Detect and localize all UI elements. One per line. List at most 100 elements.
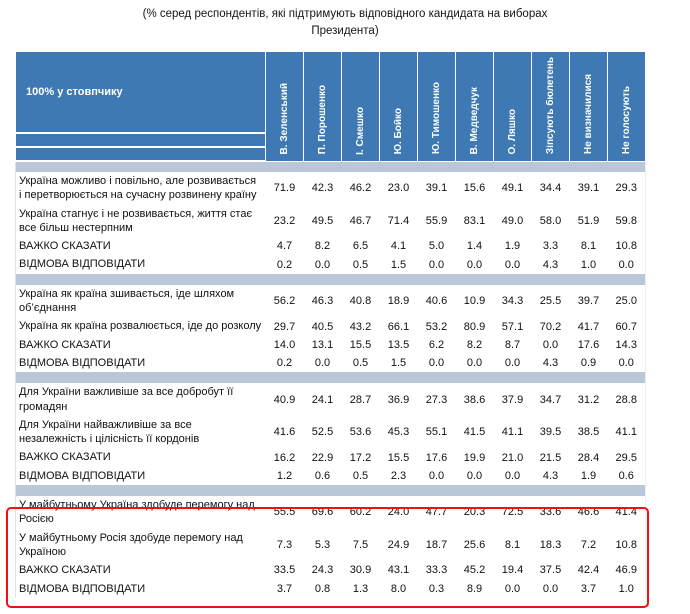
cell-value: 34.7 xyxy=(539,393,562,406)
cell-value: 8.7 xyxy=(504,338,521,351)
cell-value: 6.2 xyxy=(428,338,445,351)
cell-value: 0.5 xyxy=(352,258,369,271)
cell-value: 1.4 xyxy=(466,240,483,253)
cell-value: 40.8 xyxy=(349,295,372,308)
column-header-label: П. Порошенко xyxy=(317,85,328,155)
cell-value: 21.0 xyxy=(501,451,524,464)
cell-value: 6.5 xyxy=(352,240,369,253)
cell-value: 13.1 xyxy=(311,338,334,351)
column-header: Не визначилися xyxy=(569,50,608,162)
column-header-label: О. Ляшко xyxy=(507,108,518,155)
cell-value: 5.3 xyxy=(314,538,331,551)
cell-value: 45.2 xyxy=(463,564,486,577)
cell-value: 3.7 xyxy=(580,582,597,595)
table-row: Україна як країна розвалюється, іде до р… xyxy=(16,317,646,335)
cell-value: 41.4 xyxy=(615,506,637,519)
cell-value: 3.7 xyxy=(276,582,293,595)
cell-value: 23.0 xyxy=(387,182,410,195)
cell-value: 33.5 xyxy=(273,564,296,577)
column-header: В. Медведчук xyxy=(455,50,494,162)
cell-value: 1.2 xyxy=(276,469,293,482)
cell-value: 45.3 xyxy=(387,426,410,439)
cell-value: 20.3 xyxy=(463,506,486,519)
cell-value: 42.4 xyxy=(577,564,600,577)
cell-value: 46.7 xyxy=(349,214,372,227)
cell-value: 25.6 xyxy=(463,538,486,551)
cell-value: 0.8 xyxy=(314,582,331,595)
cell-value: 49.1 xyxy=(501,182,524,195)
table-row: Україна можливо і повільно, але розвиває… xyxy=(16,172,646,205)
column-header: Ю. Тимошенко xyxy=(417,50,456,162)
cell-value: 23.2 xyxy=(273,214,296,227)
table-row: ВАЖКО СКАЗАТИ 16.2 22.9 17.2 15.5 17.6 19.9 21.… xyxy=(16,448,646,466)
cell-value: 29.5 xyxy=(615,451,637,464)
cell-value: 3.3 xyxy=(542,240,559,253)
cell-value: 0.9 xyxy=(580,357,597,370)
cell-value: 0.0 xyxy=(466,357,483,370)
cell-value: 0.0 xyxy=(504,357,521,370)
cell-value: 19.4 xyxy=(501,564,524,577)
cell-value: 49.5 xyxy=(311,214,334,227)
row-label: ВАЖКО СКАЗАТИ xyxy=(19,451,111,464)
cell-value: 56.2 xyxy=(273,295,296,308)
table-header: 100% у стовпчику В. Зеленський П. Порошен… xyxy=(15,50,646,162)
cell-value: 55.5 xyxy=(273,506,296,519)
cell-value: 34.3 xyxy=(501,295,524,308)
cell-value: 24.1 xyxy=(311,393,334,406)
cell-value: 24.0 xyxy=(387,506,410,519)
cell-value: 60.7 xyxy=(615,320,637,333)
cell-value: 18.3 xyxy=(539,538,562,551)
cell-value: 51.9 xyxy=(577,214,600,227)
corner-label: 100% у стовпчику xyxy=(16,51,265,132)
cell-value: 10.8 xyxy=(615,538,637,551)
cell-value: 49.0 xyxy=(501,214,524,227)
cell-value: 21.5 xyxy=(539,451,562,464)
cell-value: 52.5 xyxy=(311,426,334,439)
cell-value: 40.9 xyxy=(273,393,296,406)
cell-value: 0.0 xyxy=(542,338,559,351)
table-row: ВАЖКО СКАЗАТИ 4.7 8.2 6.5 4.1 5.0 1.4 1.9 3.3 8.1… xyxy=(16,237,646,255)
cell-value: 24.9 xyxy=(387,538,410,551)
cell-value: 29.7 xyxy=(273,320,296,333)
cell-value: 40.5 xyxy=(311,320,334,333)
cell-value: 15.5 xyxy=(387,451,410,464)
table-row: Україна стагнує і не розвивається, життя… xyxy=(16,205,646,238)
column-header: Ю. Бойко xyxy=(379,50,418,162)
cell-value: 1.9 xyxy=(580,469,597,482)
column-header-label: Зіпсують бюлетень xyxy=(545,57,556,155)
column-header-label: В. Медведчук xyxy=(469,87,480,155)
row-label: Для України найважливіше за все незалежн… xyxy=(19,418,200,446)
cell-value: 0.0 xyxy=(428,469,445,482)
cell-value: 10.9 xyxy=(463,295,486,308)
cell-value: 28.7 xyxy=(349,393,372,406)
cell-value: 0.6 xyxy=(314,469,331,482)
row-label: У майбутньому Росія здобуде перемогу над… xyxy=(19,531,243,558)
cell-value: 55.9 xyxy=(425,214,448,227)
cell-value: 1.5 xyxy=(390,357,407,370)
cell-value: 46.3 xyxy=(311,295,334,308)
row-label: Україна стагнує і не розвивається, життя… xyxy=(19,207,253,234)
row-label: ВІДМОВА ВІДПОВІДАТИ xyxy=(19,258,146,271)
cell-value: 60.2 xyxy=(349,506,372,519)
section-separator-band xyxy=(15,372,646,384)
cell-value: 4.3 xyxy=(542,357,559,370)
cell-value: 0.0 xyxy=(504,582,521,595)
header-strip xyxy=(16,147,265,160)
page-title-line2: Президента) xyxy=(311,25,379,38)
cell-value: 1.0 xyxy=(618,582,634,595)
cell-value: 0.0 xyxy=(618,258,634,271)
row-label: Україна можливо і повільно, але розвиває… xyxy=(19,175,257,202)
cell-value: 0.0 xyxy=(314,258,331,271)
cell-value: 28.8 xyxy=(615,393,637,406)
table-body: Україна можливо і повільно, але розвиває… xyxy=(15,161,646,598)
cell-value: 1.5 xyxy=(390,258,407,271)
cell-value: 36.9 xyxy=(387,393,410,406)
table-row: ВІДМОВА ВІДПОВІДАТИ 0.2 0.0 0.5 1.5 0.0 0.0 0.0… xyxy=(16,354,646,372)
cell-value: 41.6 xyxy=(273,426,296,439)
column-header-label: І. Смешко xyxy=(355,106,366,155)
row-label: Для України важливіше за все добробут її… xyxy=(19,386,234,413)
cell-value: 58.0 xyxy=(539,214,562,227)
cell-value: 42.3 xyxy=(311,182,334,195)
cell-value: 43.2 xyxy=(349,320,372,333)
